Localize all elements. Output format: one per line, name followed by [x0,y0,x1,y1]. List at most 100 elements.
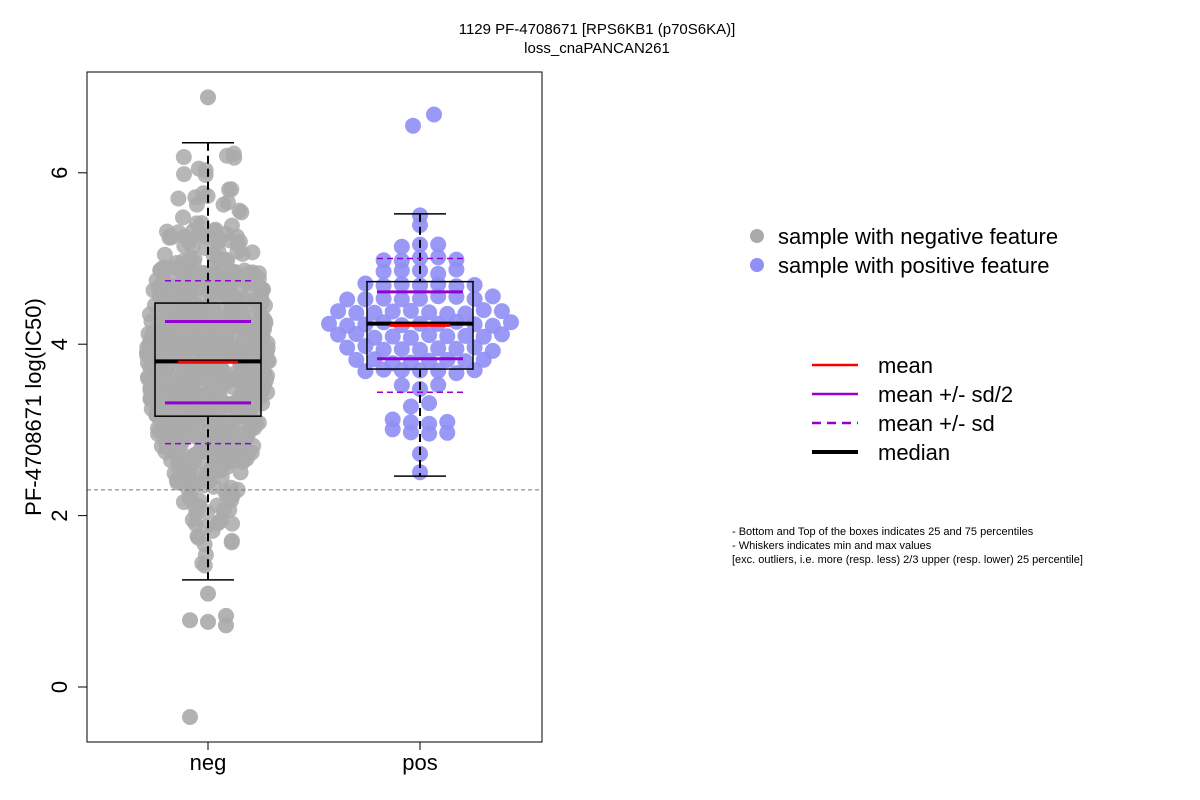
y-tick-label: 6 [47,167,72,179]
neg-sample-point [175,209,191,226]
neg-sample-point [219,194,236,211]
legend-point-swatch [750,258,764,272]
pos-sample-point [375,252,392,269]
pos-sample-point [348,351,365,368]
pos-sample-point [484,288,501,305]
points-layer [139,89,519,725]
neg-sample-point [186,428,203,445]
pos-sample-point [430,340,447,357]
pos-sample-point [357,338,374,355]
pos-sample-point [402,329,419,346]
pos-sample-point [421,304,438,321]
neg-sample-point [196,315,213,331]
neg-sample-point [176,237,193,254]
neg-sample-point [241,421,258,438]
pos-sample-point [357,363,374,380]
neg-outlier-point [200,89,216,106]
neg-sample-point [196,477,212,494]
neg-sample-point [162,345,179,362]
chart-subtitle: loss_cnaPANCAN261 [524,40,670,57]
legend-point-label: sample with negative feature [778,224,1058,249]
pos-sample-point [412,341,428,358]
pos-sample-point [384,303,401,320]
neg-sample-point [250,301,267,318]
legend-point-label: sample with positive feature [778,253,1049,278]
pos-sample-point [375,290,392,307]
pos-sample-point [402,424,419,441]
neg-sample-point [191,365,208,382]
x-tick-label-pos: pos [402,750,437,775]
neg-sample-point [243,393,260,410]
legend-line-label: mean +/- sd/2 [878,382,1013,407]
legend-points: sample with negative feature sample with … [750,224,1058,278]
neg-sample-point [233,310,250,327]
neg-outlier-point [200,585,216,602]
neg-sample-point [225,145,242,162]
pos-sample-point [393,276,410,293]
neg-sample-point [218,339,235,356]
neg-sample-point [244,244,261,261]
legend-line-label: median [878,440,950,465]
neg-sample-point [238,442,255,459]
pos-sample-point [475,351,492,368]
neg-sample-point [158,359,175,376]
legend-lines: mean mean +/- sd/2 mean +/- sd median [812,353,1013,465]
box-layer [154,142,474,581]
pos-sample-point [466,316,483,333]
neg-outlier-point [200,613,216,630]
chart-title: 1129 PF-4708671 [RPS6KB1 (p70S6KA)] [459,21,736,38]
neg-sample-point [194,555,211,572]
pos-sample-point [393,238,410,255]
pos-sample-point [348,326,365,342]
pos-sample-point [348,304,365,321]
pos-sample-point [339,291,356,308]
pos-sample-point [466,339,483,356]
pos-sample-point [475,328,492,345]
neg-outlier-point [218,617,234,634]
neg-sample-point [176,305,192,322]
neg-sample-point [223,217,240,234]
neg-sample-point [205,370,222,387]
pos-sample-point [430,265,447,282]
pos-outlier-point [426,106,442,123]
neg-sample-point [210,231,227,248]
neg-sample-point [241,380,257,396]
pos-sample-point [430,362,447,379]
neg-sample-point [159,223,175,240]
y-tick-label: 0 [47,681,72,693]
neg-sample-point [221,279,238,296]
neg-sample-point [246,275,263,292]
neg-sample-point [168,404,185,421]
neg-sample-point [240,360,256,377]
legend-line-label: mean [878,353,933,378]
legend: sample with negative feature sample with … [750,224,1058,465]
neg-sample-point [198,240,214,257]
pos-sample-point [393,252,410,269]
neg-sample-point [152,328,169,345]
neg-sample-point [206,413,223,430]
legend-line-label: mean +/- sd [878,411,995,436]
pos-sample-point [357,275,374,292]
pos-sample-point [393,377,410,394]
neg-sample-point [213,512,229,529]
y-tick-label: 4 [47,338,72,350]
neg-sample-point [170,190,187,207]
chart-note-line: [exc. outliers, i.e. more (resp. less) 2… [732,554,1083,566]
pos-sample-point [430,249,447,266]
neg-sample-point [256,321,272,338]
pos-sample-point [366,304,383,321]
pos-sample-point [466,362,483,379]
neg-sample-point [196,536,213,553]
pos-sample-point [421,425,438,442]
neg-sample-point [169,383,186,400]
neg-sample-point [224,378,241,395]
pos-sample-point [439,424,456,441]
neg-sample-point [173,326,190,343]
pos-sample-point [402,398,419,415]
pos-sample-point [493,303,510,320]
pos-sample-point [439,328,456,345]
pos-sample-point [503,314,519,331]
pos-sample-point [366,351,383,368]
neg-sample-point [183,474,200,491]
